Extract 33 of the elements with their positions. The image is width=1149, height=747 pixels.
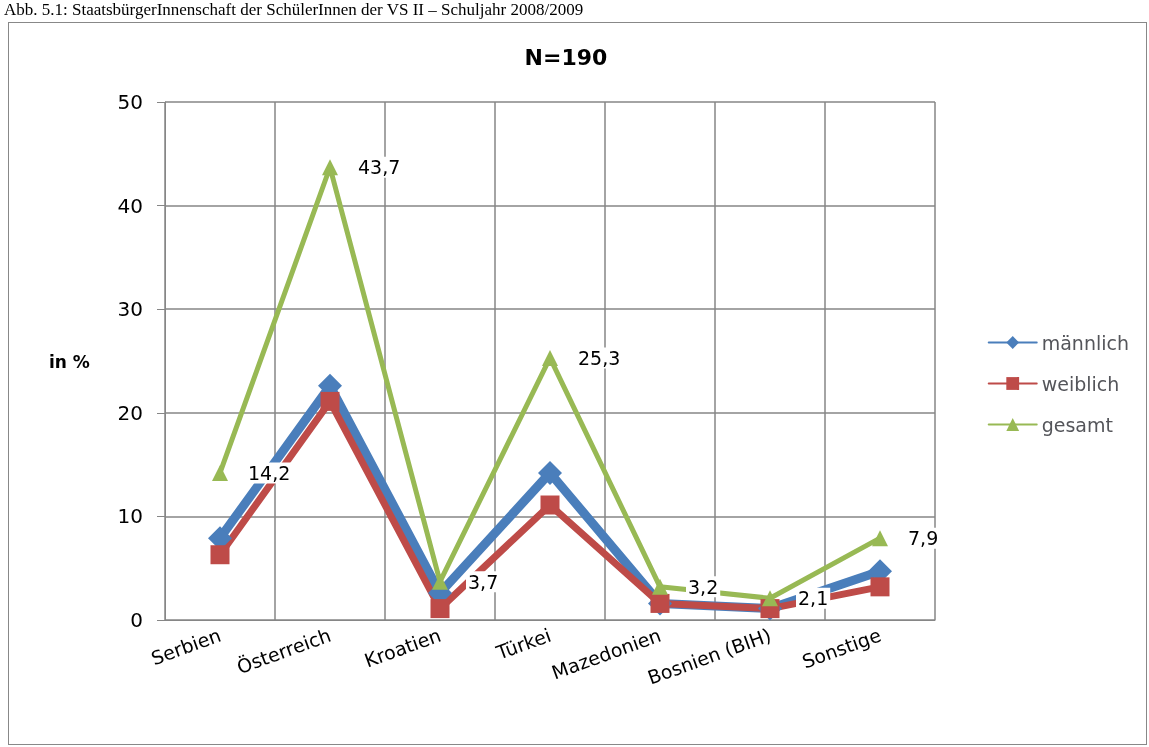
data-label: 2,1 — [798, 587, 829, 610]
point — [870, 577, 890, 597]
legend-label: gesamt — [1041, 413, 1113, 436]
point — [762, 590, 778, 607]
y-tick-label: 10 — [117, 504, 143, 529]
point — [652, 578, 668, 595]
y-tick-label: 40 — [117, 193, 143, 218]
y-tick-label: 20 — [117, 400, 143, 425]
point — [432, 573, 448, 590]
x-tick-label: Türkei — [492, 623, 554, 664]
point — [212, 464, 228, 481]
data-label: 3,7 — [468, 570, 499, 593]
y-axis-title: in % — [49, 351, 90, 372]
point — [320, 391, 340, 411]
point — [872, 530, 888, 547]
point — [542, 349, 558, 366]
point — [538, 460, 562, 485]
point — [210, 545, 230, 565]
data-label: 3,2 — [688, 575, 719, 598]
data-label: 7,9 — [908, 527, 939, 550]
point — [430, 599, 450, 619]
legend-label: männlich — [1041, 331, 1129, 354]
point — [322, 159, 338, 176]
data-label: 14,2 — [248, 461, 291, 484]
y-tick-label: 50 — [117, 90, 143, 114]
legend-label: weiblich — [1041, 372, 1120, 395]
y-tick-label: 30 — [117, 297, 143, 322]
data-label: 43,7 — [358, 156, 401, 179]
chart-title: N=190 — [524, 44, 608, 70]
data-label: 25,3 — [578, 346, 621, 369]
point — [540, 495, 560, 515]
y-tick-label: 0 — [130, 608, 143, 632]
caption: Abb. 5.1: StaatsbürgerInnenschaft der SchülerInnen der VS II – Schuljahr 2008/2009 — [4, 0, 584, 20]
